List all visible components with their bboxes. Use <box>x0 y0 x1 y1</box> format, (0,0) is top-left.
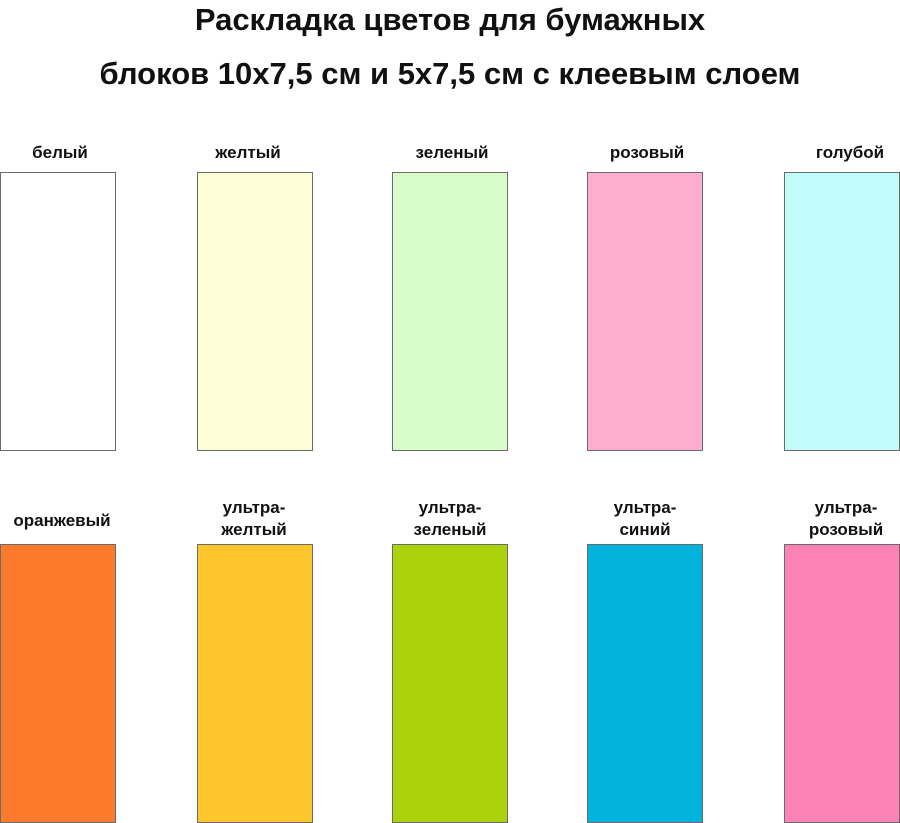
color-swatch <box>587 172 703 451</box>
color-label-line: зеленый <box>415 143 489 162</box>
color-label: зеленый <box>372 142 532 164</box>
color-label: голубой <box>770 142 900 164</box>
color-label-line: синий <box>619 520 671 539</box>
color-label-line: желтый <box>215 143 281 162</box>
color-swatch <box>0 172 116 451</box>
color-label: розовый <box>567 142 727 164</box>
color-label-line: ультра- <box>418 498 482 517</box>
color-label: желтый <box>168 142 328 164</box>
color-swatch <box>0 544 116 823</box>
color-label: белый <box>0 142 140 164</box>
color-swatch <box>392 544 508 823</box>
color-label: ультра-зеленый <box>370 497 530 541</box>
color-swatch <box>197 172 313 451</box>
color-swatch <box>392 172 508 451</box>
color-label-line: розовый <box>609 143 685 162</box>
color-label-line: желтый <box>221 520 287 539</box>
color-label-line: голубой <box>815 143 885 162</box>
color-swatch <box>197 544 313 823</box>
color-label-line: ультра- <box>613 498 677 517</box>
color-label: оранжевый <box>0 510 142 532</box>
color-label-line: оранжевый <box>13 511 111 530</box>
color-label-line: зеленый <box>413 520 487 539</box>
color-swatch <box>587 544 703 823</box>
color-label: ультра-желтый <box>174 497 334 541</box>
title-line-1: Раскладка цветов для бумажных <box>194 2 706 37</box>
color-swatch <box>784 172 900 451</box>
color-label: ультра-розовый <box>766 497 900 541</box>
color-label-line: ультра- <box>222 498 286 517</box>
color-label: ультра-синий <box>565 497 725 541</box>
color-label-line: белый <box>32 143 88 162</box>
color-swatch <box>784 544 900 823</box>
title-line-2: блоков 10x7,5 см и 5x7,5 см с клеевым сл… <box>99 56 801 91</box>
color-label-line: ультра- <box>814 498 878 517</box>
color-label-line: розовый <box>808 520 884 539</box>
